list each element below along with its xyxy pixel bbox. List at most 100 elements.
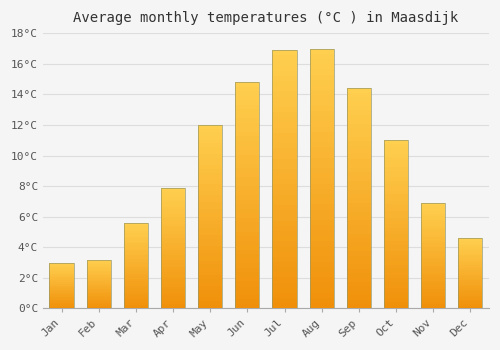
Bar [272, 236, 296, 241]
Bar [50, 265, 74, 266]
Bar [272, 61, 296, 65]
Bar [421, 273, 445, 275]
Bar [384, 234, 408, 238]
Bar [458, 271, 482, 272]
Bar [198, 224, 222, 228]
Bar [236, 231, 260, 236]
Bar [124, 233, 148, 235]
Bar [421, 302, 445, 304]
Bar [384, 181, 408, 184]
Bar [50, 296, 74, 298]
Bar [161, 251, 185, 253]
Bar [236, 295, 260, 299]
Bar [310, 106, 334, 111]
Bar [124, 266, 148, 267]
Bar [236, 304, 260, 308]
Bar [161, 260, 185, 262]
Bar [272, 278, 296, 283]
Bar [384, 241, 408, 245]
Bar [384, 218, 408, 221]
Bar [124, 260, 148, 262]
Bar [86, 298, 111, 299]
Bar [50, 305, 74, 306]
Bar [458, 297, 482, 299]
Bar [236, 186, 260, 191]
Bar [161, 229, 185, 231]
Bar [198, 272, 222, 275]
Bar [421, 205, 445, 207]
Bar [272, 91, 296, 97]
Bar [272, 303, 296, 308]
Bar [198, 165, 222, 169]
Bar [272, 216, 296, 220]
Bar [161, 294, 185, 296]
Bar [161, 258, 185, 260]
Bar [310, 85, 334, 90]
Bar [272, 293, 296, 298]
Bar [198, 125, 222, 129]
Bar [272, 231, 296, 236]
Bar [124, 293, 148, 295]
Bar [236, 263, 260, 268]
Bar [124, 230, 148, 231]
Bar [236, 191, 260, 195]
Bar [458, 276, 482, 278]
Bar [236, 159, 260, 164]
Bar [310, 80, 334, 85]
Bar [310, 303, 334, 308]
Bar [421, 222, 445, 224]
Bar [310, 64, 334, 69]
Bar [310, 189, 334, 194]
Bar [198, 298, 222, 301]
Bar [236, 299, 260, 304]
Bar [384, 275, 408, 278]
Bar [421, 237, 445, 239]
Bar [124, 278, 148, 279]
Bar [421, 266, 445, 268]
Bar [124, 242, 148, 243]
Bar [161, 287, 185, 289]
Bar [384, 214, 408, 218]
Bar [458, 283, 482, 285]
Bar [310, 132, 334, 137]
Bar [384, 221, 408, 224]
Bar [310, 49, 334, 308]
Bar [421, 304, 445, 306]
Title: Average monthly temperatures (°C ) in Maasdijk: Average monthly temperatures (°C ) in Ma… [74, 11, 458, 25]
Bar [421, 214, 445, 216]
Bar [458, 238, 482, 308]
Bar [421, 241, 445, 243]
Bar [347, 238, 371, 243]
Bar [198, 261, 222, 265]
Bar [86, 268, 111, 269]
Bar [124, 276, 148, 278]
Bar [198, 132, 222, 136]
Bar [161, 306, 185, 308]
Bar [50, 269, 74, 270]
Bar [161, 226, 185, 229]
Bar [50, 273, 74, 274]
Bar [50, 280, 74, 281]
Bar [458, 257, 482, 258]
Bar [50, 303, 74, 304]
Bar [347, 212, 371, 216]
Bar [421, 292, 445, 294]
Bar [458, 239, 482, 241]
Bar [50, 298, 74, 299]
Bar [50, 279, 74, 280]
Bar [198, 187, 222, 191]
Bar [384, 174, 408, 177]
Bar [347, 233, 371, 238]
Bar [458, 258, 482, 259]
Bar [50, 277, 74, 278]
Bar [310, 163, 334, 168]
Bar [310, 215, 334, 220]
Bar [198, 243, 222, 246]
Bar [272, 205, 296, 210]
Bar [421, 216, 445, 218]
Bar [161, 195, 185, 197]
Bar [236, 290, 260, 295]
Bar [421, 298, 445, 300]
Bar [236, 114, 260, 118]
Bar [347, 168, 371, 172]
